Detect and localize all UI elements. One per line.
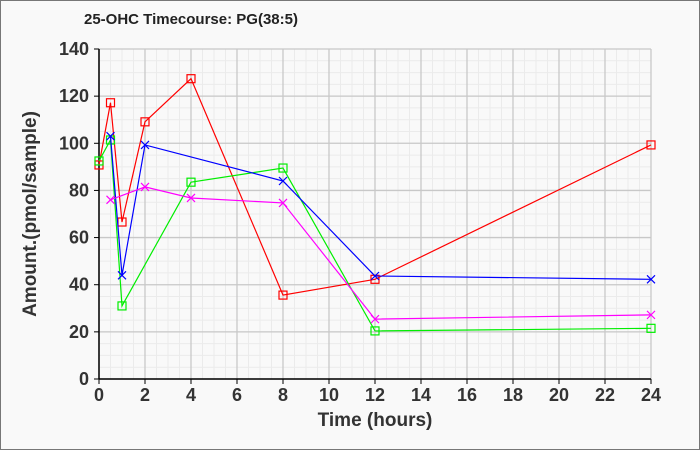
x-tick-label: 20 [549,385,569,405]
data-point-red [186,74,196,84]
x-tick-label: 0 [94,385,104,405]
series-magenta [106,182,656,324]
data-point-green [278,163,288,173]
y-tick-label: 0 [79,369,89,389]
data-point-green [117,301,127,311]
y-tick-label: 120 [59,86,89,106]
x-tick-label: 16 [457,385,477,405]
data-point-blue [370,271,380,281]
data-point-blue [278,176,288,186]
x-tick-label: 10 [319,385,339,405]
data-point-red [105,98,116,108]
x-tick-label: 4 [186,385,196,405]
series-blue [106,131,656,284]
data-point-magenta [140,182,150,192]
y-tick-label: 40 [69,275,89,295]
x-tick-label: 8 [278,385,288,405]
series-layer [94,74,656,336]
data-point-red [278,290,288,300]
x-tick-label: 18 [503,385,523,405]
data-point-green [186,177,196,187]
series-line-blue [109,136,652,280]
series-line-magenta [110,186,652,320]
data-point-green [370,326,380,336]
data-point-blue [117,270,127,280]
x-tick-label: 24 [641,385,661,405]
x-tick-label: 12 [365,385,385,405]
grid [98,48,652,380]
data-point-blue [646,274,656,284]
chart-title: 25-OHC Timecourse: PG(38:5) [84,11,298,28]
y-tick-label: 60 [69,228,89,248]
y-tick-label: 100 [59,133,89,153]
data-point-red [140,117,150,127]
series-line-red [98,77,652,296]
data-point-magenta [646,310,656,320]
x-tick-label: 22 [595,385,615,405]
x-axis-label: Time (hours) [318,410,433,431]
data-point-blue [106,131,115,141]
data-point-red [646,140,656,150]
data-point-magenta [278,198,288,208]
y-tick-label: 80 [69,180,89,200]
data-point-green [646,323,656,333]
y-tick-label: 20 [69,322,89,342]
y-axis-label: Amount.(pmol/sample) [20,111,41,317]
x-tick-label: 2 [140,385,150,405]
x-tick-label: 6 [232,385,242,405]
data-point-green [94,156,104,166]
data-point-magenta [370,314,380,324]
data-point-magenta [106,195,115,205]
y-tick-label: 140 [59,39,89,59]
data-point-blue [140,140,150,150]
x-tick-label: 14 [411,385,431,405]
data-point-magenta [186,193,196,203]
